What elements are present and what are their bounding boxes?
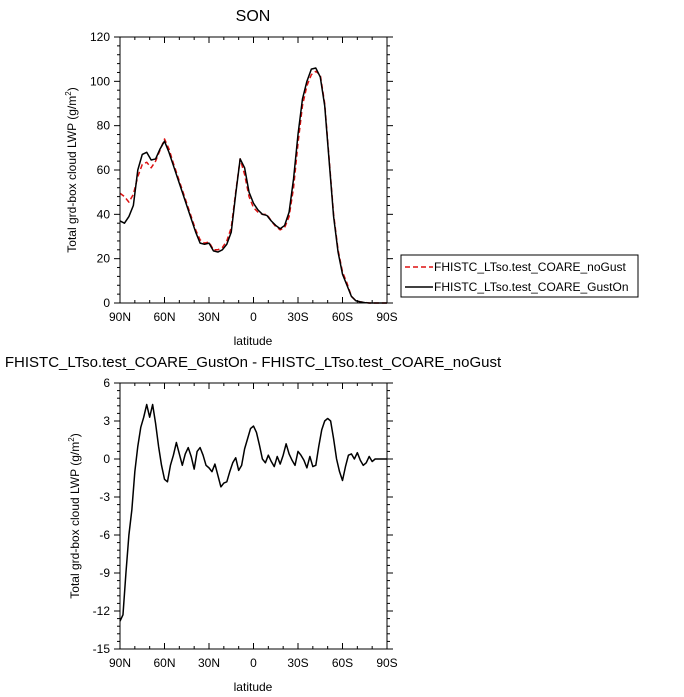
bottom-ylabel: Total grd-box cloud LWP (g/m2) <box>67 433 82 598</box>
bottom-ytick-label-6: 3 <box>103 414 110 428</box>
top-ytick-label-4: 80 <box>97 119 111 133</box>
top-ylabel-sup: 2 <box>64 91 73 96</box>
bottom-axis-ticks: 90N 60N 30N 0 30S 60S 90S -15 -12 -9 -6 -3 0 3 6 <box>93 376 398 670</box>
top-ytick-label-3: 60 <box>97 163 111 177</box>
top-xtick-label-3: 0 <box>250 310 257 324</box>
top-ytick-label-1: 20 <box>97 252 111 266</box>
top-xtick-label-0: 90N <box>109 310 131 324</box>
bottom-plot-area <box>119 403 387 622</box>
bottom-ytick-label-7: 6 <box>103 376 110 390</box>
top-ytick-label-5: 100 <box>90 74 110 88</box>
top-panel-title: SON <box>236 8 271 25</box>
legend: FHISTC_LTso.test_COARE_noGust FHISTC_LTs… <box>400 254 639 298</box>
top-ylabel: Total grd-box cloud LWP (g/m2) <box>64 87 79 252</box>
bottom-ylabel-main: Total grd-box cloud LWP (g/m <box>68 442 82 599</box>
bottom-xtick-label-3: 0 <box>250 656 257 670</box>
top-xtick-label-5: 60S <box>332 310 353 324</box>
top-plot-area <box>119 67 387 304</box>
top-xlabel: latitude <box>234 334 273 348</box>
bottom-xlabel: latitude <box>234 680 273 694</box>
top-panel: SON 90N 60N 30N 0 30S 60S 90S 0 20 40 60 80 100 120 l… <box>64 8 398 348</box>
bottom-ylabel-close: ) <box>68 433 82 437</box>
bottom-ytick-label-1: -12 <box>93 604 111 618</box>
legend-label-guston: FHISTC_LTso.test_COARE_GustOn <box>434 280 629 294</box>
bottom-xtick-label-6: 90S <box>376 656 397 670</box>
top-ytick-label-6: 120 <box>90 30 110 44</box>
top-axis-ticks: 90N 60N 30N 0 30S 60S 90S 0 20 40 60 80 100 120 <box>90 30 398 324</box>
bottom-xtick-label-1: 60N <box>153 656 175 670</box>
bottom-xtick-label-2: 30N <box>198 656 220 670</box>
bottom-ytick-label-0: -15 <box>93 642 111 656</box>
bottom-xtick-label-0: 90N <box>109 656 131 670</box>
bottom-xtick-label-4: 30S <box>287 656 308 670</box>
bottom-ytick-label-4: -3 <box>99 490 110 504</box>
top-series-line-1 <box>119 67 387 304</box>
bottom-ytick-label-3: -6 <box>99 528 110 542</box>
bottom-ytick-label-2: -9 <box>99 566 110 580</box>
legend-label-nogust: FHISTC_LTso.test_COARE_noGust <box>434 260 627 274</box>
bottom-ylabel-sup: 2 <box>67 437 76 442</box>
bottom-panel: FHISTC_LTso.test_COARE_GustOn - FHISTC_L… <box>5 354 502 694</box>
top-xtick-label-2: 30N <box>198 310 220 324</box>
top-ylabel-main: Total grd-box cloud LWP (g/m <box>65 96 79 253</box>
bottom-ytick-label-5: 0 <box>103 452 110 466</box>
top-xtick-label-6: 90S <box>376 310 397 324</box>
bottom-panel-title: FHISTC_LTso.test_COARE_GustOn - FHISTC_L… <box>5 354 502 371</box>
top-ytick-label-2: 40 <box>97 207 111 221</box>
legend-frame <box>400 254 639 298</box>
bottom-plot-frame <box>119 382 388 650</box>
bottom-xtick-label-5: 60S <box>332 656 353 670</box>
top-ylabel-close: ) <box>65 87 79 91</box>
top-plot-frame <box>119 36 388 304</box>
top-ytick-label-0: 0 <box>103 296 110 310</box>
top-xtick-label-1: 60N <box>153 310 175 324</box>
top-xtick-label-4: 30S <box>287 310 308 324</box>
top-series-line-0 <box>119 70 387 304</box>
bottom-series-line-0 <box>119 403 387 622</box>
